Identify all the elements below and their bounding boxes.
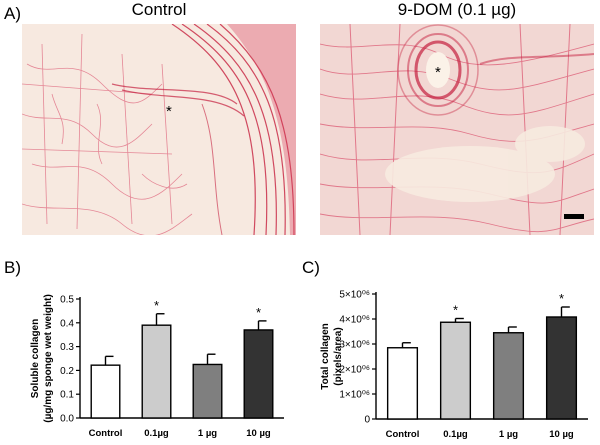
x-category-label: 10 µg [246, 428, 271, 439]
y-tick-label: 0.5 [60, 295, 74, 306]
y-axis-title: (µg/mg sponge wet weight) [43, 294, 54, 423]
control-vessel-wall [111, 24, 296, 235]
y-tick-label: 0 [364, 415, 370, 426]
bar [545, 316, 578, 420]
bar [439, 321, 472, 420]
panel-b-label: B) [4, 258, 21, 277]
x-category-label: Control [89, 428, 123, 439]
y-tick-label: 1×10⁰⁶ [339, 390, 370, 401]
treated-vessel-lumen [426, 52, 450, 88]
y-tick-label: 5×10⁰⁶ [339, 290, 370, 301]
bar [141, 324, 172, 419]
y-axis-title: Total collagen [320, 323, 331, 390]
control-micrograph: * [22, 24, 296, 235]
x-category-label: 1 µg [198, 428, 217, 439]
y-axis-title: (pixels/area) [333, 327, 344, 385]
bar [243, 329, 274, 419]
y-tick-label: 3×10⁰⁶ [339, 340, 370, 351]
control-loose-tissue [22, 33, 193, 235]
y-tick-label: 0.1 [60, 390, 74, 401]
x-category-label: 0.1µg [443, 429, 468, 440]
x-category-label: 0.1µg [144, 428, 169, 439]
y-axis-title: Soluble collagen [30, 319, 41, 398]
control-image-title: Control [131, 0, 187, 19]
chart-c-total-collagen: 0 1×10⁰⁶ 2×10⁰⁶ 3×10⁰⁶ 4×10⁰⁶ 5×10⁰⁶ Control * 0… [320, 290, 588, 440]
significance-marker: * [453, 303, 458, 318]
treated-vessel-wall [397, 24, 594, 116]
treated-loose-areas [385, 126, 585, 202]
control-tissue-background [22, 24, 296, 235]
panel-c-label: C) [302, 258, 320, 277]
control-lumen-asterisk: * [166, 103, 172, 120]
panel-a-label: A) [4, 4, 21, 23]
significance-marker: * [256, 305, 261, 320]
treated-image-title: 9-DOM (0.1 µg) [397, 0, 517, 19]
bar [192, 363, 223, 419]
bar [492, 332, 525, 420]
x-category-label: Control [386, 429, 420, 440]
treated-micrograph: * [320, 24, 594, 235]
y-tick-label: 0.4 [60, 318, 74, 329]
bar [90, 364, 121, 419]
treated-lumen-asterisk: * [435, 64, 441, 81]
significance-marker: * [559, 291, 564, 306]
x-category-label: 10 µg [549, 429, 574, 440]
y-tick-label: 4×10⁰⁶ [339, 315, 370, 326]
x-category-label: 1 µg [499, 429, 518, 440]
y-tick-label: 0.3 [60, 342, 74, 353]
y-tick-label: 2×10⁰⁶ [339, 365, 370, 376]
scale-bar [564, 214, 584, 219]
significance-marker: * [154, 298, 159, 313]
chart-b-soluble-collagen: 0.0 0.1 0.2 0.3 0.4 0.5 Control * 0.1µg 1 µg * 10 µ… [30, 294, 284, 439]
y-tick-label: 0.2 [60, 366, 74, 377]
y-tick-label: 0.0 [60, 414, 74, 425]
bar [386, 347, 419, 420]
